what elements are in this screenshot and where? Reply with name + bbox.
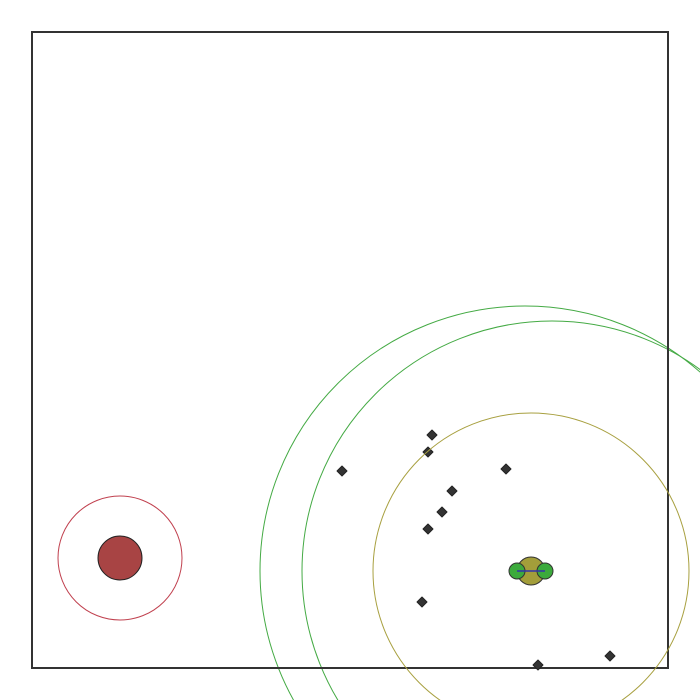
red-circle-icon bbox=[97, 535, 143, 581]
dark-diamond-icon bbox=[604, 650, 616, 662]
dark-diamond-icon bbox=[426, 429, 438, 441]
dark-diamond-icon bbox=[436, 506, 448, 518]
range-ring-1 bbox=[259, 305, 700, 700]
range-rings bbox=[259, 305, 700, 700]
agent bbox=[372, 412, 690, 700]
dark-diamond-icon bbox=[446, 485, 458, 497]
dark-diamond-icon bbox=[422, 523, 434, 535]
dark-diamond-icon bbox=[532, 659, 544, 671]
dark-diamond-icon bbox=[500, 463, 512, 475]
dark-diamond-icon bbox=[336, 465, 348, 477]
arena-boundary bbox=[31, 31, 669, 669]
dark-diamond-icon bbox=[416, 596, 428, 608]
agent-sensor-ring bbox=[372, 412, 690, 700]
obstacles bbox=[336, 429, 616, 671]
enemy-sensor-ring bbox=[57, 495, 183, 621]
enemy bbox=[57, 495, 183, 621]
range-ring-2 bbox=[301, 320, 700, 700]
